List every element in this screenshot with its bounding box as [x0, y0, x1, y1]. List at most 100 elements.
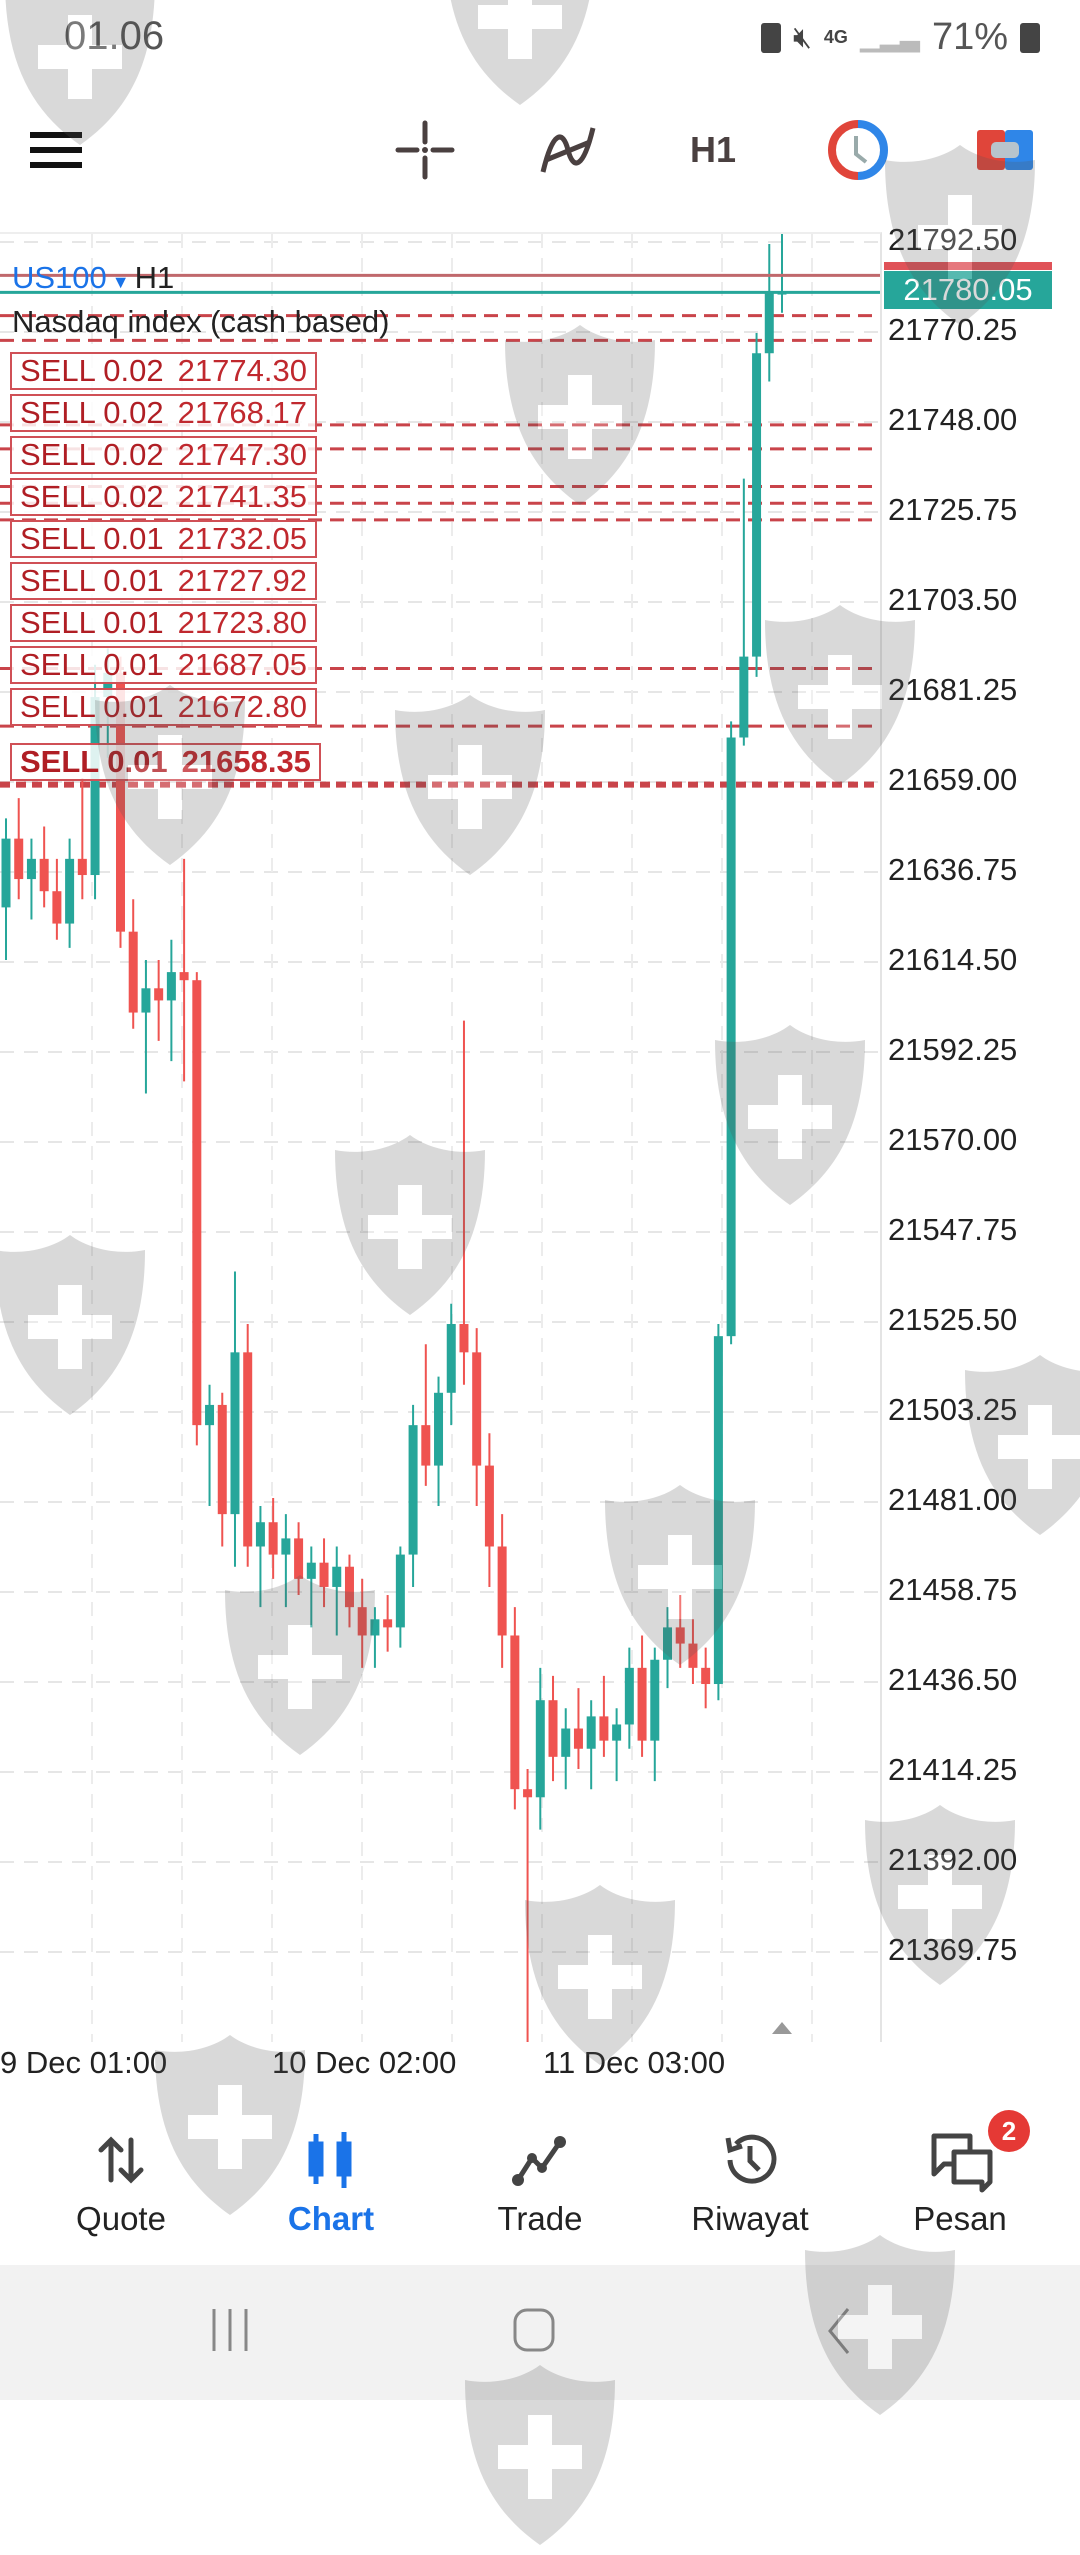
order-price-label: 21774.30 [177, 353, 307, 388]
price-tick-label: 21392.00 [888, 1842, 1018, 1877]
candle-body [332, 1566, 342, 1587]
order-price-label: 21732.05 [177, 521, 307, 556]
candle-body [281, 1538, 291, 1555]
candle-body [383, 1619, 393, 1628]
order-sell-label: SELL 0.01 [20, 605, 164, 640]
indicator-icon [540, 127, 596, 173]
candle-body [192, 980, 202, 1426]
candle-body [535, 1700, 545, 1798]
bid-price-marker [884, 262, 1052, 271]
nav-chart[interactable]: Chart [241, 2090, 421, 2265]
candle-body [459, 1324, 469, 1353]
clock-icon [828, 120, 888, 180]
candle-body [573, 1728, 583, 1749]
candle-body [764, 292, 774, 354]
crosshair-button[interactable] [390, 95, 460, 205]
candle-body [77, 858, 87, 876]
hamburger-icon [30, 132, 82, 168]
candle-body [739, 656, 749, 738]
symbol-selector[interactable]: US100 [12, 260, 107, 295]
status-time: 01.06 [64, 14, 165, 58]
candle-body [675, 1627, 685, 1644]
candle-body [688, 1643, 698, 1668]
scroll-marker [772, 2022, 792, 2034]
current-price-label: 21780.05 [884, 271, 1052, 310]
order-tag[interactable]: SELL 0.02 21768.17 [10, 394, 317, 432]
nav-trade[interactable]: Trade [450, 2090, 630, 2265]
home-button[interactable] [512, 2307, 558, 2355]
candle-body [446, 1324, 456, 1393]
recent-apps-button[interactable] [210, 2307, 254, 2353]
order-price-label: 21658.35 [181, 743, 311, 779]
candle-body [726, 737, 736, 1337]
order-tag[interactable]: SELL 0.01 21727.92 [10, 562, 317, 600]
order-tag[interactable]: SELL 0.01 21672.80 [10, 688, 317, 726]
order-tag[interactable]: SELL 0.02 21774.30 [10, 352, 317, 390]
order-tag[interactable]: SELL 0.02 21747.30 [10, 436, 317, 474]
indicators-button[interactable] [533, 95, 603, 205]
order-tag[interactable]: SELL 0.01 21732.05 [10, 520, 317, 558]
order-tag[interactable]: SELL 0.02 21741.35 [10, 478, 317, 516]
nav-history-label: Riwayat [691, 2200, 809, 2237]
candle-body [115, 672, 125, 932]
order-price-label: 21768.17 [177, 395, 307, 430]
battery-icon [1020, 22, 1040, 53]
candle-body [408, 1425, 418, 1555]
order-sell-label: SELL 0.02 [20, 353, 164, 388]
price-tick-label: 21369.75 [888, 1932, 1018, 1967]
nav-history[interactable]: Riwayat [660, 2090, 840, 2265]
nav-messages[interactable]: 2 Pesan [870, 2090, 1050, 2265]
price-tick-label: 21458.75 [888, 1572, 1018, 1607]
order-sell-label: SELL 0.01 [20, 647, 164, 682]
price-tick-label: 21503.25 [888, 1392, 1018, 1427]
candle-body [319, 1562, 329, 1587]
timeframe-button[interactable]: H1 [689, 129, 737, 170]
order-sell-label: SELL 0.01 [20, 689, 164, 724]
nav-chart-label: Chart [287, 2200, 375, 2237]
nav-trade-label: Trade [497, 2200, 583, 2237]
candle-body [624, 1667, 634, 1725]
objects-icon [977, 130, 1033, 170]
battery-saver-icon [761, 22, 782, 53]
candle-body [484, 1465, 494, 1547]
candle-body [141, 988, 151, 1013]
candle-body [65, 858, 75, 924]
price-tick-label: 21614.50 [888, 942, 1018, 977]
clock-button[interactable] [823, 95, 893, 205]
candle-body [39, 858, 49, 892]
nav-quote[interactable]: Quote [31, 2090, 211, 2265]
candle-body [548, 1700, 558, 1757]
candle-body [370, 1619, 380, 1636]
candle-body [52, 891, 62, 924]
candle-body [637, 1667, 647, 1741]
order-sell-label: SELL 0.01 [20, 743, 168, 779]
candle-body [179, 972, 189, 981]
trade-line-icon [512, 2136, 566, 2186]
candle-body [205, 1404, 215, 1426]
order-sell-label: SELL 0.02 [20, 479, 164, 514]
menu-button[interactable] [20, 95, 92, 205]
order-price-label: 21687.05 [177, 647, 307, 682]
candle-body [268, 1522, 278, 1555]
back-button[interactable] [824, 2307, 854, 2355]
candle-body [255, 1522, 265, 1547]
candle-body [510, 1635, 520, 1790]
time-tick-label: 9 Dec 01:00 [0, 2045, 168, 2080]
price-tick-label: 21748.00 [888, 402, 1018, 437]
candle-body [230, 1352, 240, 1515]
order-price-label: 21741.35 [177, 479, 307, 514]
battery-label: 71% [931, 16, 1008, 58]
candlestick-icon [308, 2132, 352, 2188]
order-tag[interactable]: SELL 0.01 21658.35 [10, 742, 321, 781]
candle-body [561, 1728, 571, 1757]
order-tag[interactable]: SELL 0.01 21723.80 [10, 604, 317, 642]
candle-body [357, 1607, 367, 1636]
candle-body [217, 1404, 227, 1515]
candle-body [306, 1562, 316, 1579]
order-tag[interactable]: SELL 0.01 21687.05 [10, 646, 317, 684]
chart-toolbar: H1 [0, 95, 1080, 205]
order-sell-label: SELL 0.02 [20, 395, 164, 430]
candle-body [128, 931, 138, 1013]
status-bar: 01.06 🔇︎ 4G ▁▂▃ 71% [0, 0, 1080, 80]
objects-button[interactable] [970, 95, 1040, 205]
